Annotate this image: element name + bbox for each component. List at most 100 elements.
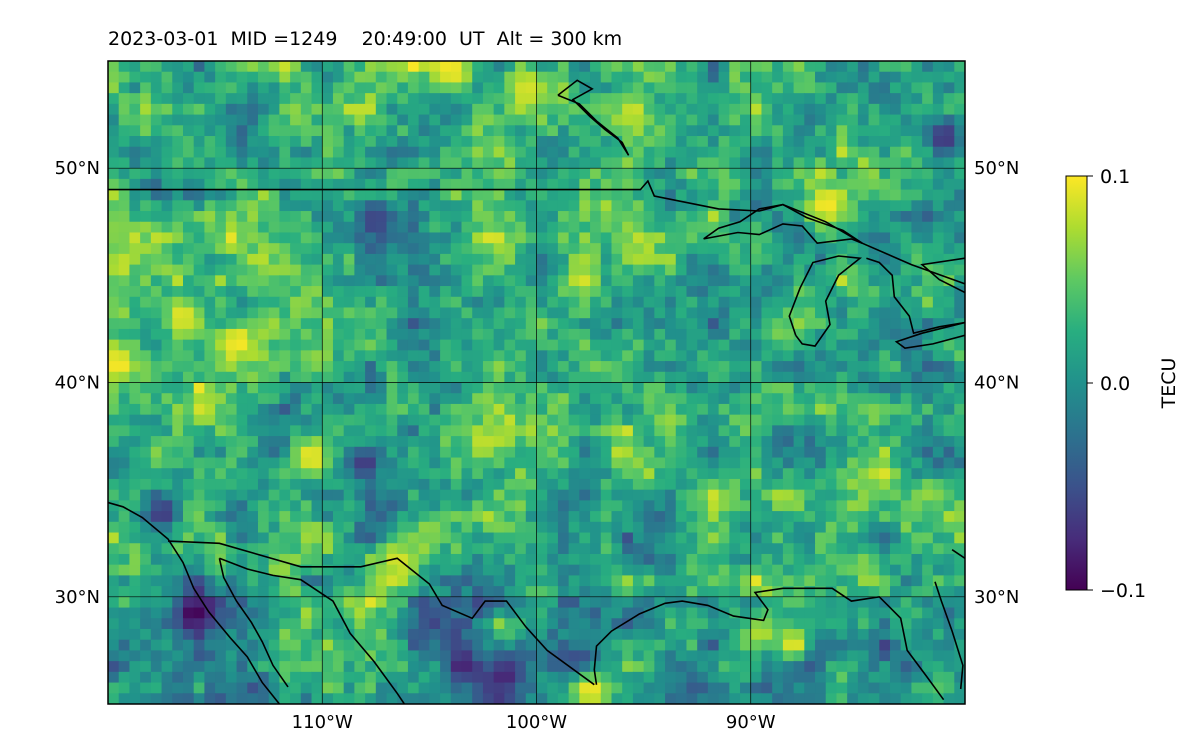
heat-cell xyxy=(643,103,655,116)
heat-cell xyxy=(697,157,709,169)
heat-cell xyxy=(236,532,248,544)
heat-cell xyxy=(600,575,613,587)
heat-cell xyxy=(911,671,923,684)
heat-cell xyxy=(750,136,763,148)
heat-cell xyxy=(418,639,430,652)
heat-cell xyxy=(215,393,227,405)
heat-cell xyxy=(922,489,934,501)
heat-cell xyxy=(815,189,827,201)
heat-cell xyxy=(279,125,291,137)
heat-cell xyxy=(332,339,345,351)
heat-cell xyxy=(654,489,666,501)
heat-cell xyxy=(847,382,859,394)
heat-cell xyxy=(440,286,452,298)
heat-cell xyxy=(482,393,495,405)
heat-cell xyxy=(782,478,795,491)
heat-cell xyxy=(343,521,355,534)
heat-cell xyxy=(482,671,495,684)
heat-cell xyxy=(290,446,302,459)
heat-cell xyxy=(632,500,645,512)
heat-cell xyxy=(729,339,741,351)
heat-cell xyxy=(782,286,795,298)
heat-cell xyxy=(504,146,516,159)
heat-cell xyxy=(118,639,131,652)
heat-cell xyxy=(332,650,345,662)
heat-cell xyxy=(675,146,688,159)
heat-cell xyxy=(515,157,527,169)
heat-cell xyxy=(204,661,216,673)
heat-cell xyxy=(686,307,698,319)
heat-cell xyxy=(461,436,473,448)
heat-cell xyxy=(761,253,773,266)
heat-cell xyxy=(654,403,666,416)
heat-cell xyxy=(193,371,206,384)
heat-cell xyxy=(172,178,184,191)
heat-cell xyxy=(665,425,677,437)
heat-cell xyxy=(354,82,366,94)
heat-cell xyxy=(215,628,227,641)
heat-cell xyxy=(225,607,238,619)
heat-cell xyxy=(108,478,120,491)
heat-cell xyxy=(675,339,688,351)
heat-cell xyxy=(718,328,730,341)
heat-cell xyxy=(868,425,880,437)
heat-cell xyxy=(943,414,955,426)
heat-cell xyxy=(482,286,495,298)
heat-cell xyxy=(665,243,677,255)
heat-cell xyxy=(568,457,580,469)
heat-cell xyxy=(129,403,141,416)
heat-cell xyxy=(418,61,430,73)
heat-cell xyxy=(461,671,473,684)
heat-cell xyxy=(108,232,120,244)
heat-cell xyxy=(632,200,645,212)
heat-cell xyxy=(150,200,163,212)
heat-cell xyxy=(825,350,838,362)
heat-cell xyxy=(600,136,613,148)
heat-cell xyxy=(290,157,302,169)
heat-cell xyxy=(172,307,184,319)
heat-cell xyxy=(557,350,570,362)
heat-cell xyxy=(611,403,623,416)
heat-cell xyxy=(236,628,248,641)
heat-cell xyxy=(954,243,965,255)
heat-cell xyxy=(740,682,752,694)
heat-cell xyxy=(118,425,131,437)
heat-cell xyxy=(750,564,763,576)
heat-cell xyxy=(472,639,484,652)
heat-cell xyxy=(354,682,366,694)
heat-cell xyxy=(622,168,634,180)
heat-cell xyxy=(932,596,945,609)
heat-cell xyxy=(482,61,495,73)
heat-cell xyxy=(225,275,238,287)
heat-cell xyxy=(857,103,870,116)
heat-cell xyxy=(247,264,259,276)
heat-cell xyxy=(182,211,195,223)
heat-cell xyxy=(750,361,763,373)
heat-cell xyxy=(429,607,441,619)
heat-cell xyxy=(922,564,934,576)
heat-cell xyxy=(804,136,816,148)
heat-cell xyxy=(761,596,773,609)
heat-cell xyxy=(772,393,784,405)
heat-cell xyxy=(482,596,495,609)
heat-cell xyxy=(740,114,752,126)
heat-cell xyxy=(697,168,709,180)
heat-cell xyxy=(729,414,741,426)
heat-cell xyxy=(472,146,484,159)
heat-cell xyxy=(943,682,955,694)
heat-cell xyxy=(150,650,163,662)
heat-cell xyxy=(215,211,227,223)
heat-cell xyxy=(407,328,420,341)
heat-cell xyxy=(118,628,131,641)
heat-cell xyxy=(461,275,473,287)
heat-cell xyxy=(600,671,613,684)
heat-cell xyxy=(793,361,805,373)
heat-cell xyxy=(236,114,248,126)
heat-cell xyxy=(707,500,720,512)
heat-cell xyxy=(632,468,645,480)
heat-cell xyxy=(697,243,709,255)
heat-cell xyxy=(450,71,463,84)
heat-cell xyxy=(365,232,377,244)
heat-cell xyxy=(397,307,409,319)
heat-cell xyxy=(375,146,388,159)
